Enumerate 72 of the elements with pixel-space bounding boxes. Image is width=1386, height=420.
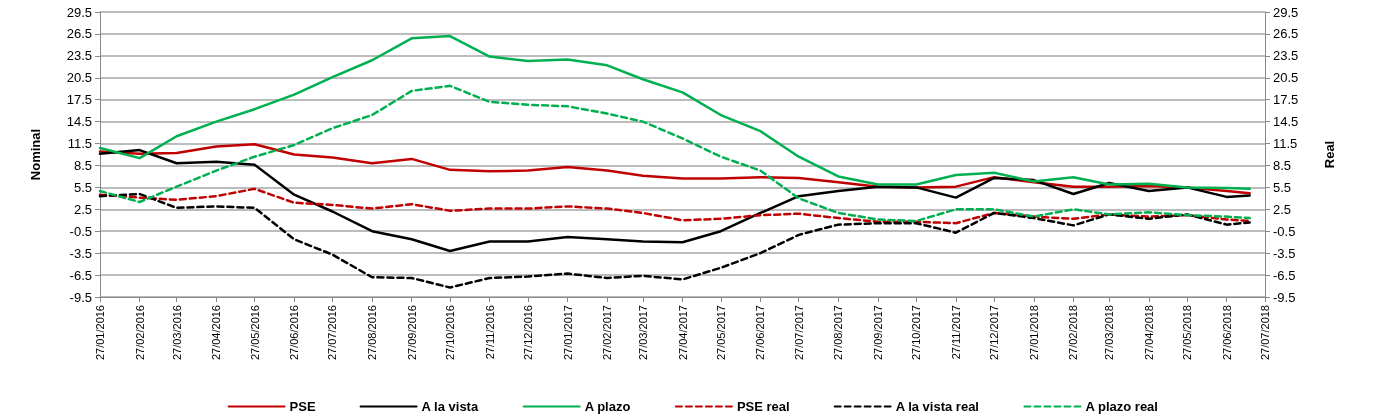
x-tick-label: 27/09/2017 (871, 305, 884, 361)
y-tick-label: 20.5 (66, 70, 92, 86)
x-tick-label: 27/08/2017 (832, 305, 845, 361)
y2-tick-label: 8.5 (1273, 157, 1292, 173)
y-tick-label: 26.5 (66, 26, 92, 42)
x-tick-label: 27/12/2016 (521, 305, 534, 361)
legend-label: A la vista real (895, 399, 979, 414)
y-tick-label: -9.5 (69, 289, 92, 305)
x-tick-label: 27/04/2018 (1142, 305, 1155, 361)
y2-tick-label: 14.5 (1273, 114, 1299, 130)
line-series (98, 148, 1251, 253)
x-tick-label: 27/10/2016 (444, 305, 457, 361)
x-tick-label: 27/06/2017 (754, 305, 767, 361)
x-tick-label: 27/05/2017 (714, 305, 727, 361)
x-tick-label: 27/05/2016 (248, 305, 261, 361)
y2-tick-label: 17.5 (1273, 92, 1299, 108)
line-series (98, 34, 1251, 191)
y2-tick-label: 20.5 (1273, 70, 1299, 86)
legend-label: PSE real (736, 399, 790, 414)
legend-label: PSE (289, 399, 316, 414)
x-tick-label: 27/07/2016 (326, 305, 339, 361)
x-tick-label: 27/07/2018 (1259, 305, 1271, 361)
y-tick-label: 8.5 (73, 157, 92, 173)
x-tick-label: 27/09/2016 (405, 305, 418, 361)
x-tick-label: 27/04/2016 (210, 305, 223, 361)
y2-tick-label: -3.5 (1273, 245, 1296, 261)
line-series (98, 192, 1251, 289)
y2-tick-label: 29.5 (1273, 4, 1299, 20)
x-tick-label: 27/03/2017 (636, 305, 649, 361)
x-tick-label: 27/02/2017 (601, 305, 614, 361)
y2-tick-label: -9.5 (1273, 289, 1296, 305)
y-tick-label: 23.5 (66, 48, 92, 64)
x-tick-label: 27/04/2017 (676, 305, 689, 361)
x-tick-label: 27/02/2016 (133, 305, 146, 361)
x-tick-label: 27/11/2017 (949, 305, 962, 360)
x-tick-label: 27/03/2016 (170, 305, 183, 361)
y2-tick-label: -0.5 (1273, 223, 1296, 239)
line-series (98, 84, 1251, 223)
y2-tick-label: 11.5 (1273, 136, 1298, 152)
x-tick-label: 27/11/2016 (483, 305, 496, 360)
x-tick-label: 27/08/2016 (366, 305, 379, 361)
y-axis-title: Nominal (28, 128, 43, 181)
x-tick-label: 27/12/2017 (988, 305, 1001, 361)
x-tick-label: 27/06/2016 (288, 305, 301, 361)
x-tick-label: 27/05/2018 (1181, 305, 1194, 361)
legend-label: A plazo (584, 399, 631, 414)
y-tick-label: 29.5 (66, 4, 92, 20)
line-series (98, 187, 1251, 225)
x-tick-label: 27/02/2018 (1067, 305, 1080, 361)
y2-tick-label: 23.5 (1273, 48, 1299, 64)
x-tick-label: 27/06/2018 (1220, 305, 1233, 361)
legend-label: A la vista (421, 399, 479, 414)
y2-tick-label: 26.5 (1273, 26, 1299, 42)
y2-tick-label: -6.5 (1273, 267, 1296, 283)
x-tick-label: 27/10/2017 (910, 305, 923, 361)
y-tick-label: -3.5 (69, 245, 92, 261)
y-tick-label: -0.5 (69, 223, 92, 239)
y-tick-label: 5.5 (73, 179, 92, 195)
legend-label: A plazo real (1085, 399, 1158, 414)
y2-tick-label: 5.5 (1273, 179, 1292, 195)
x-tick-label: 27/01/2018 (1027, 305, 1040, 361)
y-tick-label: 17.5 (66, 92, 92, 108)
x-tick-label: 27/03/2018 (1103, 305, 1116, 361)
x-tick-label: 27/01/2017 (561, 305, 574, 361)
y-tick-label: -6.5 (69, 267, 92, 283)
y-tick-label: 14.5 (66, 114, 92, 130)
y-tick-label: 11.5 (67, 136, 92, 152)
x-tick-label: 27/01/2016 (94, 305, 106, 361)
y2-axis-title: Real (1322, 140, 1337, 169)
x-tick-label: 27/07/2017 (792, 305, 805, 361)
y-tick-label: 2.5 (73, 201, 92, 217)
y2-tick-label: 2.5 (1273, 201, 1292, 217)
